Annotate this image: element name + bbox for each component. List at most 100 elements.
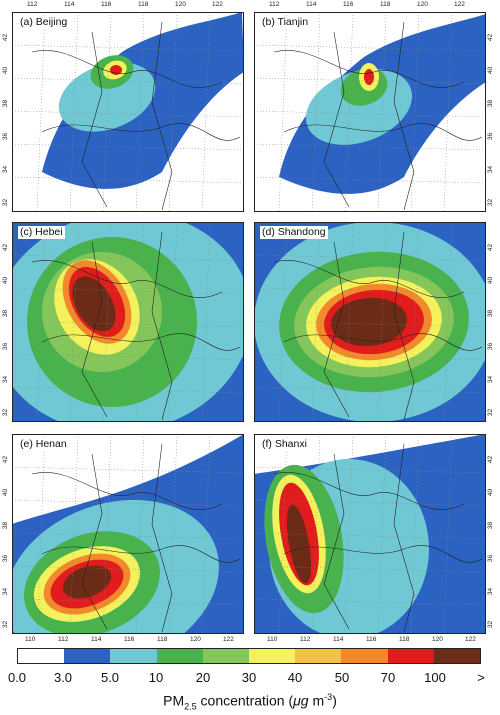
lat-tick: 40 — [487, 276, 495, 285]
lon-tick-top: 112 — [27, 1, 38, 8]
lat-tick: 40 — [487, 66, 495, 75]
colorbar-segment — [110, 649, 157, 663]
lon-tick-bottom: 110 — [267, 636, 278, 643]
colorbar-segment — [387, 649, 434, 663]
colorbar-segment — [156, 649, 203, 663]
lat-tick: 38 — [2, 99, 10, 108]
lat-tick: 32 — [2, 198, 10, 207]
lat-tick: 40 — [2, 66, 10, 75]
lat-tick: 36 — [487, 132, 495, 141]
lat-tick: 32 — [487, 198, 495, 207]
lon-tick-bottom: 114 — [333, 636, 344, 643]
panel-d-label: (d) Shandong — [260, 226, 328, 239]
lon-tick-bottom: 110 — [25, 636, 36, 643]
lat-tick: 34 — [487, 587, 495, 596]
panel-e-label: (e) Henan — [18, 438, 69, 451]
panel-b: (b) Tianjin — [254, 12, 486, 212]
colorbar-label: 0.0 — [7, 670, 27, 685]
lat-tick: 32 — [487, 408, 495, 417]
lat-tick: 38 — [487, 99, 495, 108]
lat-tick: 34 — [2, 375, 10, 384]
colorbar-label: 3.0 — [53, 670, 73, 685]
lat-tick: 32 — [487, 620, 495, 629]
lon-tick-top: 116 — [101, 1, 112, 8]
colorbar-label: 30 — [241, 670, 257, 685]
lon-tick-bottom: 122 — [223, 636, 234, 643]
lat-tick: 40 — [487, 488, 495, 497]
lat-tick: 38 — [487, 521, 495, 530]
colorbar-title: PM2.5 concentration (μg m-3) — [163, 692, 337, 712]
colorbar-segment — [433, 649, 481, 663]
lon-tick-bottom: 118 — [399, 636, 410, 643]
lon-tick-bottom: 114 — [91, 636, 102, 643]
colorbar-label: 70 — [380, 670, 396, 685]
lat-tick: 38 — [487, 309, 495, 318]
panel-c-label: (c) Hebei — [18, 226, 65, 239]
lat-tick: 42 — [2, 33, 10, 42]
lat-tick: 42 — [487, 243, 495, 252]
lon-tick-top: 118 — [380, 1, 391, 8]
lon-tick-bottom: 120 — [432, 636, 443, 643]
map-e — [12, 434, 244, 634]
panel-f: (f) Shanxi — [254, 434, 486, 634]
panel-a: (a) Beijing — [12, 12, 244, 212]
lat-tick: 38 — [2, 309, 10, 318]
lat-tick: 32 — [2, 408, 10, 417]
panel-b-label: (b) Tianjin — [260, 16, 311, 29]
lon-tick-bottom: 122 — [465, 636, 476, 643]
map-b — [254, 12, 486, 212]
lon-tick-bottom: 112 — [300, 636, 311, 643]
lon-tick-top: 118 — [138, 1, 149, 8]
colorbar-label: > — [477, 670, 485, 685]
colorbar-segment — [295, 649, 342, 663]
colorbar-segment — [202, 649, 250, 663]
lon-tick-top: 112 — [269, 1, 280, 8]
map-d — [254, 222, 486, 422]
lat-tick: 42 — [2, 455, 10, 464]
colorbar-label: 50 — [334, 670, 350, 685]
lat-tick: 40 — [2, 276, 10, 285]
lon-tick-top: 122 — [454, 1, 465, 8]
lat-tick: 36 — [2, 554, 10, 563]
lat-tick: 34 — [487, 165, 495, 174]
lat-tick: 32 — [2, 620, 10, 629]
colorbar — [17, 648, 481, 664]
panel-d: (d) Shandong — [254, 222, 486, 422]
lat-tick: 42 — [2, 243, 10, 252]
colorbar-label: 5.0 — [100, 670, 120, 685]
colorbar-segment — [249, 649, 296, 663]
map-f — [254, 434, 486, 634]
colorbar-segment — [341, 649, 388, 663]
colorbar-label: 100 — [424, 670, 446, 685]
lat-tick: 36 — [2, 342, 10, 351]
lat-tick: 36 — [2, 132, 10, 141]
lat-tick: 36 — [487, 342, 495, 351]
lon-tick-top: 122 — [212, 1, 223, 8]
panel-a-label: (a) Beijing — [18, 16, 70, 29]
lon-tick-top: 120 — [175, 1, 186, 8]
colorbar-label: 10 — [148, 670, 164, 685]
map-c — [12, 222, 244, 422]
lat-tick: 34 — [487, 375, 495, 384]
lon-tick-top: 120 — [417, 1, 428, 8]
lat-tick: 42 — [487, 455, 495, 464]
colorbar-label: 40 — [287, 670, 303, 685]
lon-tick-bottom: 116 — [124, 636, 135, 643]
panel-f-label: (f) Shanxi — [260, 438, 309, 451]
lat-tick: 38 — [2, 521, 10, 530]
lat-tick: 36 — [487, 554, 495, 563]
panel-c: (c) Hebei — [12, 222, 244, 422]
lat-tick: 34 — [2, 587, 10, 596]
panel-e: (e) Henan — [12, 434, 244, 634]
lon-tick-top: 114 — [306, 1, 317, 8]
lon-tick-bottom: 112 — [58, 636, 69, 643]
colorbar-segment — [64, 649, 111, 663]
lon-tick-bottom: 120 — [190, 636, 201, 643]
lon-tick-bottom: 118 — [157, 636, 168, 643]
map-a — [12, 12, 244, 212]
lon-tick-bottom: 116 — [366, 636, 377, 643]
lat-tick: 42 — [487, 33, 495, 42]
lat-tick: 40 — [2, 488, 10, 497]
lon-tick-top: 114 — [64, 1, 75, 8]
colorbar-label: 20 — [195, 670, 211, 685]
